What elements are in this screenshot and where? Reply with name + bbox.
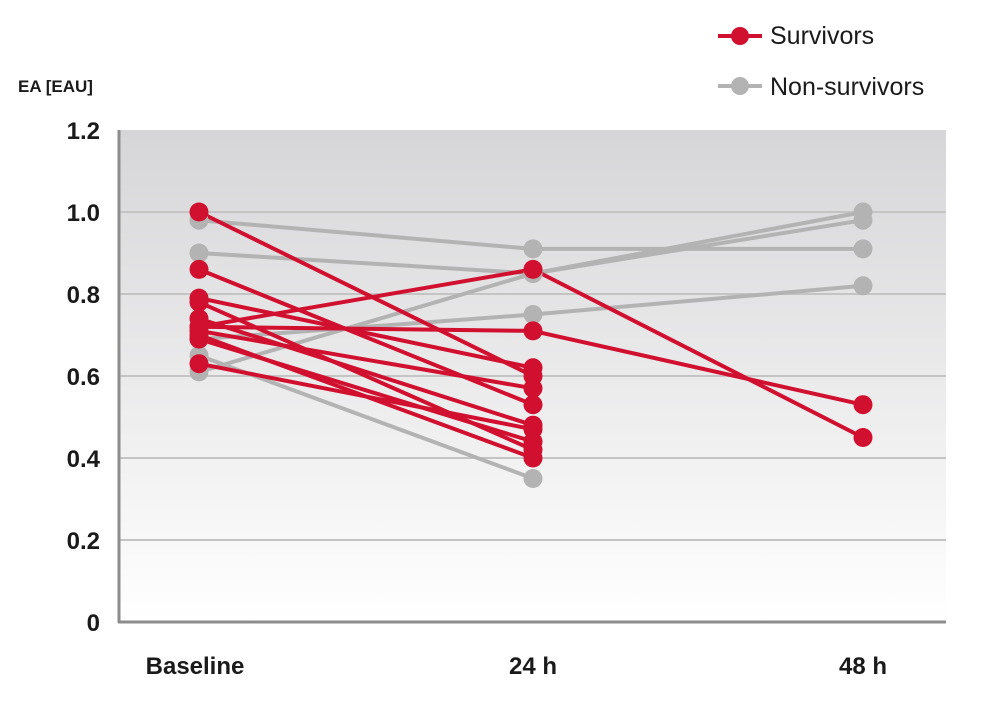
survivors-point <box>523 358 543 378</box>
series-lines <box>198 210 864 481</box>
non-survivors-point <box>853 239 873 259</box>
y-tick-label: 0.6 <box>67 364 100 391</box>
x-category-label: 48 h <box>839 653 887 680</box>
survivors-point <box>853 395 873 415</box>
survivors-point <box>853 428 873 447</box>
non-survivors-point <box>523 469 543 488</box>
survivors-line <box>198 328 534 391</box>
legend: Survivors Non-survivors <box>718 22 924 101</box>
survivors-point <box>523 321 543 341</box>
survivors-point <box>523 419 543 439</box>
legend-survivors-marker <box>731 27 749 45</box>
non-survivors-point <box>853 210 873 230</box>
survivors-point <box>523 448 543 468</box>
survivors-line <box>198 296 534 370</box>
survivors-point <box>523 378 543 398</box>
survivors-line <box>198 337 534 444</box>
survivors-point <box>523 259 543 279</box>
y-tick-label: 0.8 <box>67 282 100 309</box>
legend-survivors-label: Survivors <box>770 22 874 50</box>
non-survivors-point <box>853 276 873 296</box>
survivors-line <box>198 210 534 378</box>
legend-non-survivors-label: Non-survivors <box>770 73 924 101</box>
y-axis-label: EA [EAU] <box>18 77 93 96</box>
non-survivors-point <box>523 305 543 324</box>
x-category-labels: Baseline 24 h 48 h <box>146 653 887 680</box>
survivors-line <box>198 316 534 428</box>
non-survivors-point <box>189 243 209 263</box>
survivors-line <box>198 267 534 407</box>
axes <box>117 130 946 624</box>
y-tick-label: 0 <box>87 610 100 637</box>
survivors-line <box>198 361 534 432</box>
y-tick-labels: 0 0.2 0.4 0.6 0.8 1.0 1.2 <box>67 118 101 637</box>
y-tick-label: 1.2 <box>67 118 100 145</box>
survivors-point <box>189 202 209 222</box>
y-tick-label: 0.4 <box>67 446 101 473</box>
survivors-point <box>189 354 209 374</box>
y-tick-label: 0.2 <box>67 528 100 555</box>
survivors-point <box>523 395 543 415</box>
survivors-point <box>189 329 209 349</box>
legend-non-survivors-marker <box>731 77 749 95</box>
x-category-label: 24 h <box>509 653 557 680</box>
survivors-point <box>189 259 209 279</box>
survivors-point <box>189 292 209 312</box>
non-survivors-point <box>523 239 543 259</box>
y-tick-label: 1.0 <box>67 200 100 227</box>
series-points <box>189 202 873 488</box>
x-category-label: Baseline <box>146 653 245 680</box>
